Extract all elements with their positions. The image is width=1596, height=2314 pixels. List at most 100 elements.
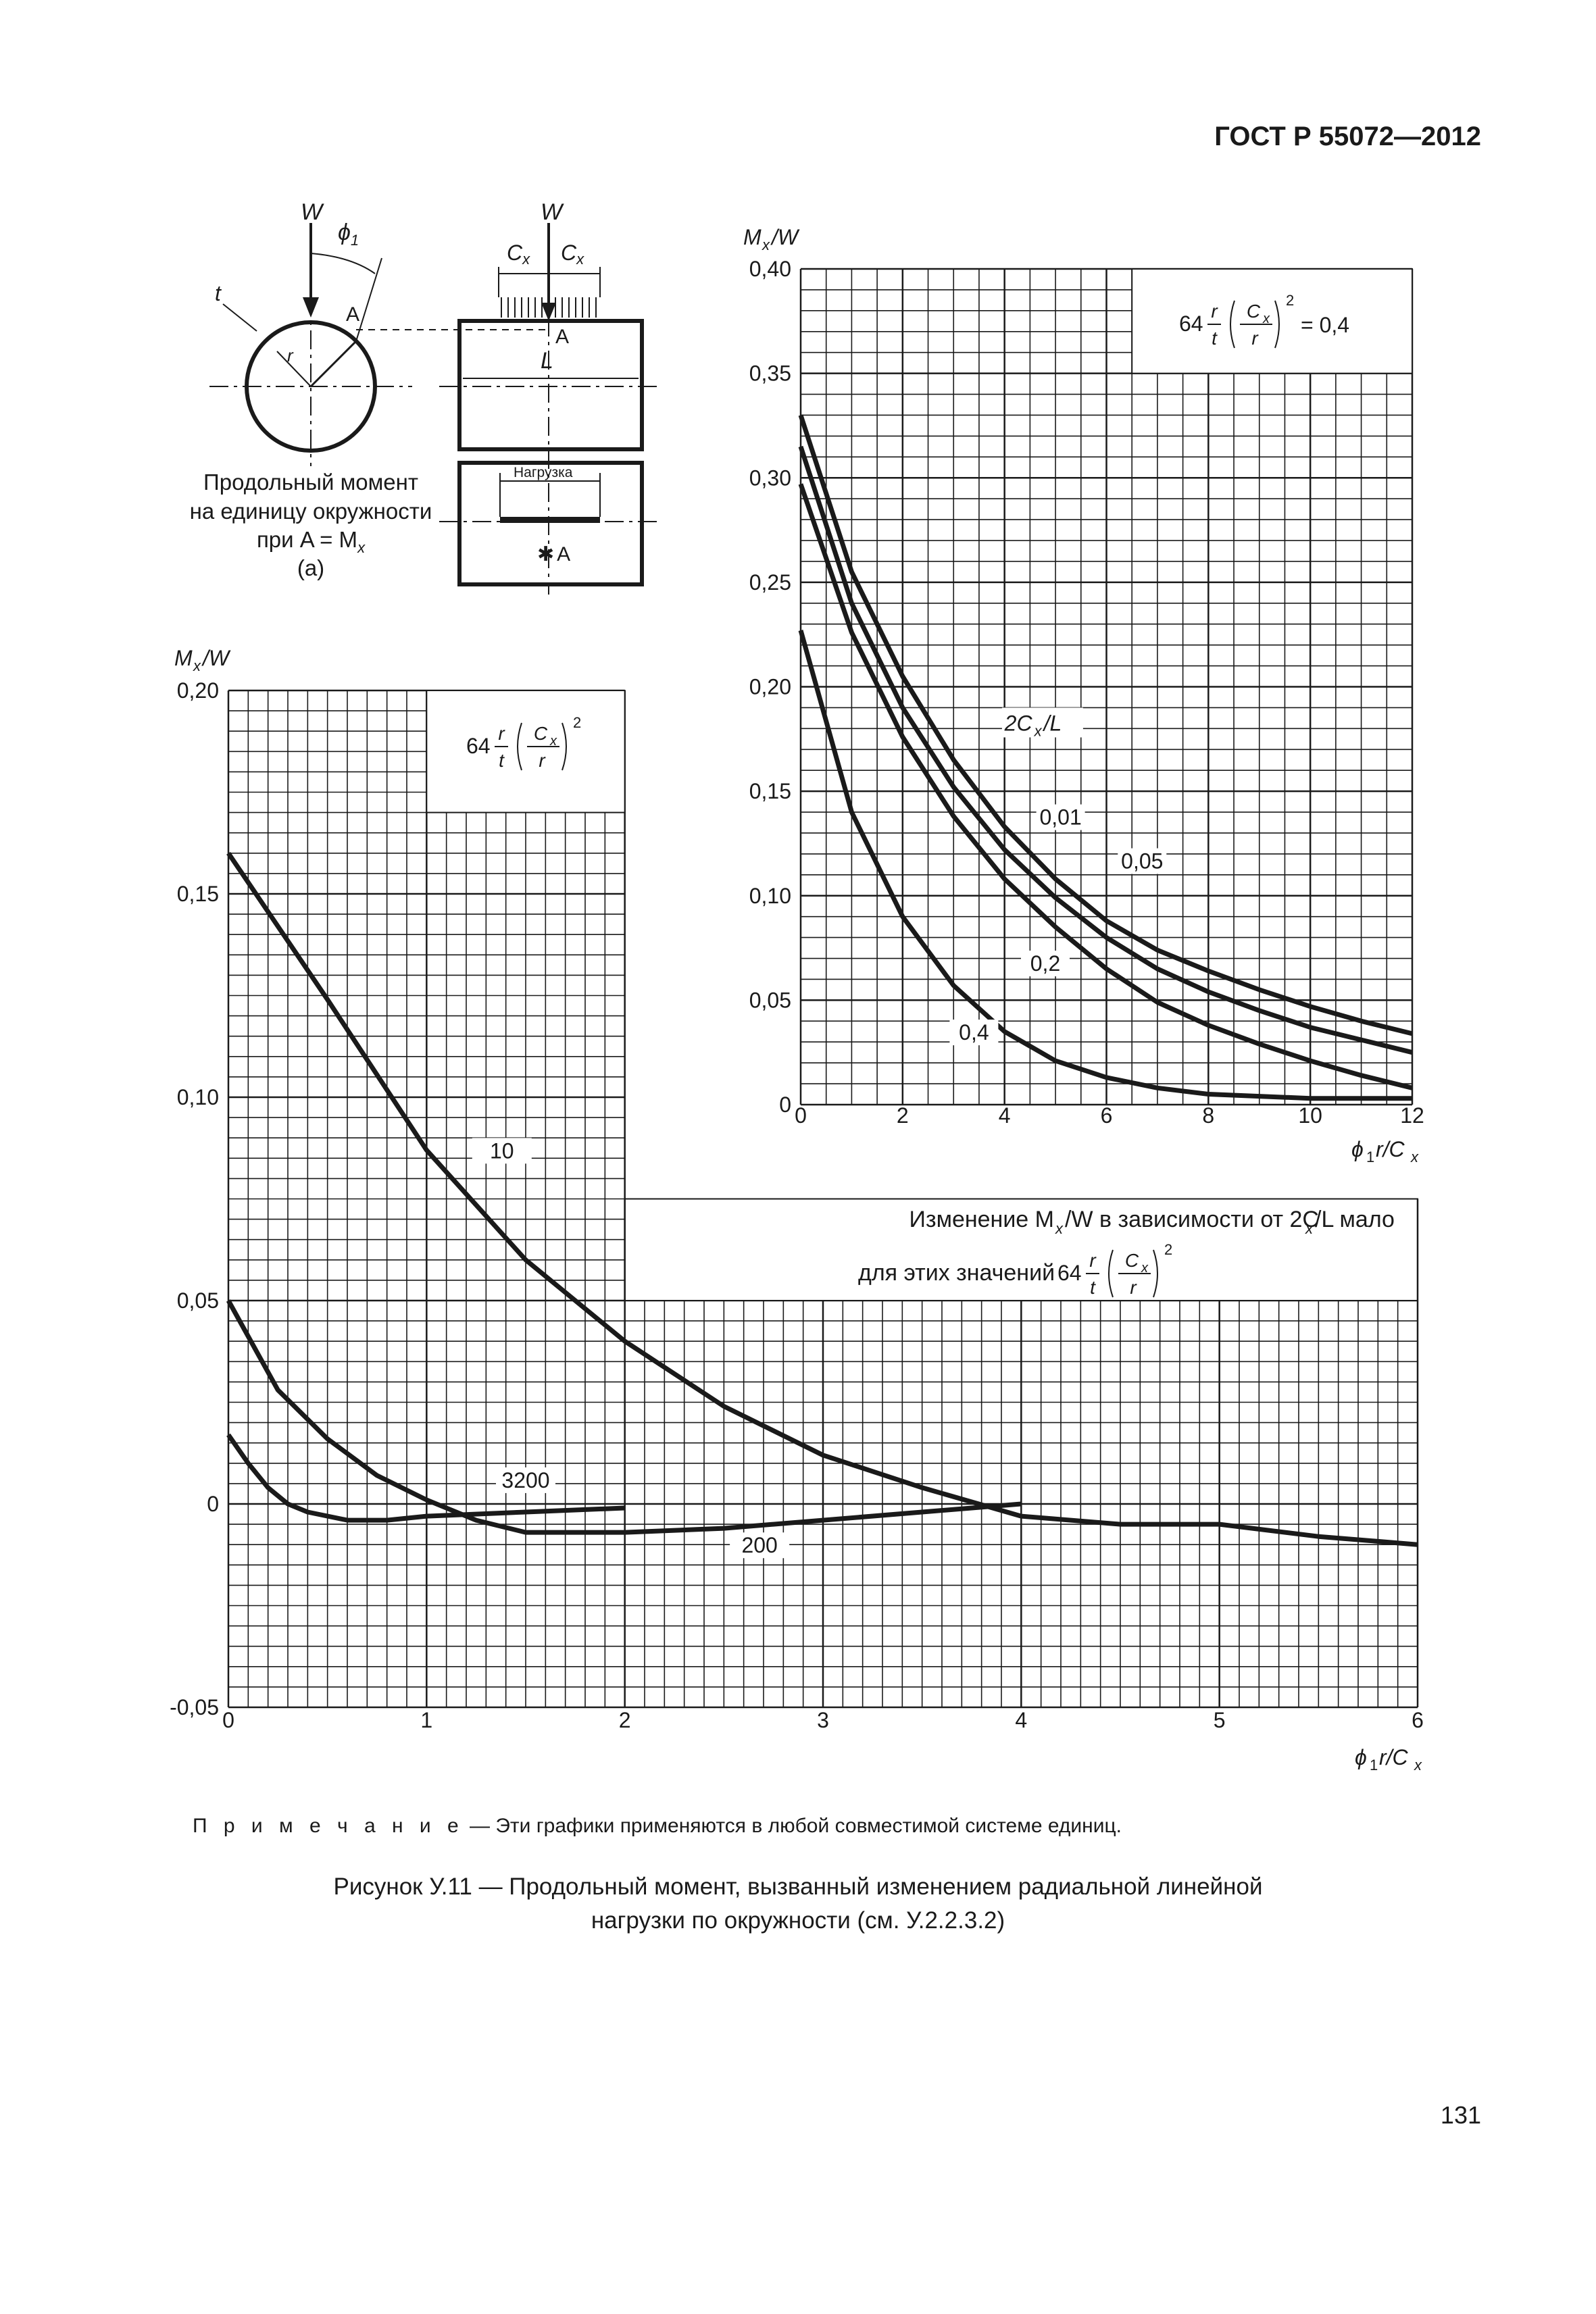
chart-upper-legend-formula-r-den: r <box>1251 328 1259 349</box>
chart-lower-ylabel: M <box>174 646 193 670</box>
series-line-0-2 <box>798 483 1413 1090</box>
curve-label-200: 200 <box>741 1533 777 1557</box>
page-header: ГОСТ Р 55072—2012 <box>1214 122 1481 151</box>
series-line-0-01 <box>798 414 1413 1036</box>
chart-upper-legend-formula-paren-right <box>1274 300 1280 349</box>
chart-lower-legend-formula-r-num: r <box>498 723 505 744</box>
curve-label-0-2: 0,2 <box>1030 951 1060 976</box>
annotation-line1-sub: x <box>1055 1220 1064 1237</box>
schematic-desc-line1: Продольный момент <box>203 470 418 495</box>
chart-lower-legend-formula-t-den: t <box>499 750 505 771</box>
schematic-desc-line4: (a) <box>297 555 324 580</box>
chart-upper-legend-formula-coef: 64 <box>1179 311 1203 336</box>
schematic-desc-line3: при A = Mx <box>257 527 366 556</box>
x-tick-label: 4 <box>1015 1708 1027 1732</box>
w-right-label: W <box>541 199 564 225</box>
x-tick-label: 8 <box>1202 1103 1214 1128</box>
chart-lower-xlabel-sub: 1 <box>1370 1757 1378 1774</box>
x-tick-label: 1 <box>420 1708 432 1732</box>
chart-lower-legend-formula-coef: 64 <box>466 734 491 758</box>
y-tick-label: 0,15 <box>749 779 791 803</box>
radius-line <box>309 340 357 388</box>
load-w-arrowhead <box>303 297 319 318</box>
annotation-line1-c: /L мало <box>1315 1207 1395 1232</box>
chart-upper-xlabel-sub: 1 <box>1366 1149 1374 1165</box>
load-label: Нагрузка <box>514 465 573 480</box>
x-tick-label: 6 <box>1101 1103 1113 1128</box>
t-leader <box>222 303 257 332</box>
series-line-200 <box>226 1299 1022 1535</box>
phi-label: ϕ1 <box>338 220 359 249</box>
w-left-label: W <box>301 199 324 225</box>
x-tick-label: 4 <box>999 1103 1011 1128</box>
curve-label-bg <box>730 1532 790 1559</box>
series-title-bg <box>1001 707 1083 738</box>
annotation-formula-coef: 64 <box>1057 1261 1082 1285</box>
curve-label-bg <box>472 1138 532 1164</box>
y-tick-label: 0,05 <box>177 1288 219 1313</box>
cylinder-side-view <box>457 319 644 451</box>
annotation-formula-cx-sub: x <box>1141 1261 1149 1276</box>
chart-lower-xlabel-rest: r/C <box>1379 1745 1409 1769</box>
series-line-10 <box>226 851 1418 1547</box>
y-tick-label: 0,20 <box>749 675 791 699</box>
y-tick-label: 0,30 <box>749 466 791 490</box>
chart-upper-ylabel: M <box>743 225 762 249</box>
chart-upper-legend-formula-exp: 2 <box>1286 292 1294 309</box>
curve-label-3200: 3200 <box>501 1468 549 1492</box>
series-title: 2C <box>1004 711 1033 735</box>
x-tick-label: 10 <box>1298 1103 1322 1128</box>
curve-label-0-01: 0,01 <box>1039 805 1081 830</box>
y-tick-label: 0 <box>207 1492 219 1516</box>
phi-reference-line <box>355 257 382 342</box>
cx-left-label: Cx <box>507 241 530 268</box>
x-tick-label: 12 <box>1400 1103 1424 1128</box>
y-tick-label: 0,40 <box>749 257 791 281</box>
annotation-formula-paren-right <box>1153 1249 1158 1298</box>
chart-lower-ylabel-sub: x <box>193 657 201 674</box>
annotation-formula-paren-left <box>1108 1249 1114 1298</box>
annotation-formula-cx-num: C <box>1125 1250 1139 1271</box>
y-tick-label: 0,10 <box>749 884 791 908</box>
y-tick-label: 0,05 <box>749 988 791 1012</box>
star-a-label: ✱ A <box>537 543 570 565</box>
annotation-line1-b: /W в зависимости от 2C <box>1065 1207 1319 1232</box>
chart-upper-ylabel-rest: /W <box>770 225 800 249</box>
chart-upper-xlabel: ϕ <box>1351 1137 1364 1161</box>
chart-upper-legend-formula-paren-left <box>1230 300 1235 349</box>
r-arrow-line <box>276 351 311 387</box>
y-tick-label: -0,05 <box>170 1695 219 1719</box>
chart-lower-xlabel: ϕ <box>1355 1745 1367 1769</box>
x-tick-label: 0 <box>795 1103 807 1128</box>
cx-right-label: Cx <box>561 241 584 268</box>
chart-upper-xlabel-rest: r/C <box>1376 1137 1405 1161</box>
side-w-arrowhead <box>541 303 556 321</box>
note-prefix: П р и м е ч а н и е <box>193 1815 464 1837</box>
x-tick-label: 6 <box>1412 1708 1424 1732</box>
curve-label-10: 10 <box>490 1138 514 1163</box>
chart-upper-legend-formula-cx-sub: x <box>1262 311 1270 326</box>
phi-arc <box>310 253 376 274</box>
r-label: r <box>287 345 294 366</box>
annotation-line1-a: Изменение M <box>909 1207 1054 1232</box>
schematic-desc-line2: на единицу окружности <box>190 499 432 524</box>
caption-line2: нагрузки по окружности (см. У.2.2.3.2) <box>591 1907 1005 1934</box>
curve-label-0-05: 0,05 <box>1121 849 1163 874</box>
curve-label-bg <box>1036 804 1085 830</box>
chart-upper-legend-value: = 0,4 <box>1301 313 1349 337</box>
x-tick-label: 2 <box>897 1103 909 1128</box>
chart-upper-legend-box <box>1131 268 1414 374</box>
curve-label-bg <box>949 1020 999 1046</box>
curve-label-0-4: 0,4 <box>959 1020 989 1045</box>
annotation-formula-t-den: t <box>1090 1277 1096 1298</box>
chart-lower-ylabel-rest: /W <box>201 646 231 670</box>
note-text: — Эти графики применяются в любой совмес… <box>464 1815 1122 1837</box>
chart-lower-legend-formula-cx-sub: x <box>549 734 557 749</box>
t-label: t <box>215 281 222 305</box>
schematic-labels: W ϕ1 t r A W Cx Cx A L Нагрузка ✱ A Продо… <box>190 199 584 580</box>
L-label: L <box>541 348 553 374</box>
schematic <box>209 223 659 595</box>
cylinder-plan-view <box>457 461 644 586</box>
